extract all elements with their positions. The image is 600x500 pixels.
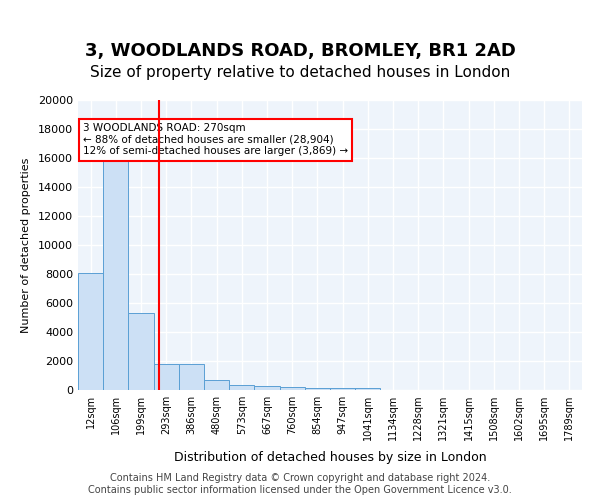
Bar	[330, 388, 355, 390]
Text: 3, WOODLANDS ROAD, BROMLEY, BR1 2AD: 3, WOODLANDS ROAD, BROMLEY, BR1 2AD	[85, 42, 515, 60]
Y-axis label: Number of detached properties: Number of detached properties	[21, 158, 31, 332]
Bar	[254, 386, 280, 390]
Text: Size of property relative to detached houses in London: Size of property relative to detached ho…	[90, 65, 510, 80]
Bar	[355, 388, 380, 390]
Text: 3 WOODLANDS ROAD: 270sqm
← 88% of detached houses are smaller (28,904)
12% of se: 3 WOODLANDS ROAD: 270sqm ← 88% of detach…	[83, 123, 348, 156]
X-axis label: Distribution of detached houses by size in London: Distribution of detached houses by size …	[173, 452, 487, 464]
Bar	[78, 272, 103, 390]
Bar	[179, 364, 204, 390]
Text: Contains HM Land Registry data © Crown copyright and database right 2024.
Contai: Contains HM Land Registry data © Crown c…	[88, 474, 512, 495]
Bar	[154, 364, 179, 390]
Bar	[280, 387, 305, 390]
Bar	[229, 385, 254, 390]
Bar	[103, 151, 128, 390]
Bar	[305, 388, 330, 390]
Bar	[128, 313, 154, 390]
Bar	[204, 380, 229, 390]
